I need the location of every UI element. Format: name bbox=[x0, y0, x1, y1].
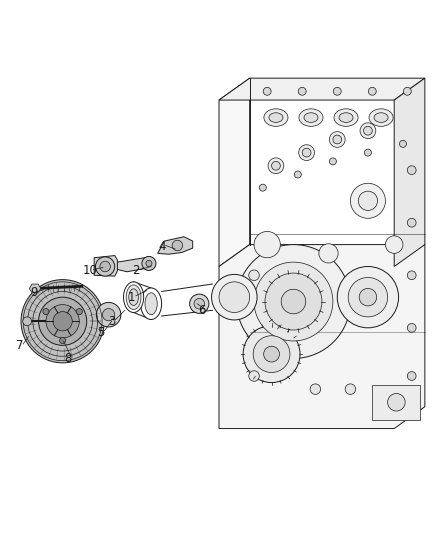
Circle shape bbox=[96, 302, 121, 327]
Text: 8: 8 bbox=[64, 352, 71, 365]
Polygon shape bbox=[114, 258, 152, 272]
Circle shape bbox=[333, 135, 342, 144]
Text: 10: 10 bbox=[82, 264, 97, 277]
Polygon shape bbox=[372, 385, 420, 420]
Circle shape bbox=[310, 384, 321, 394]
Ellipse shape bbox=[269, 113, 283, 123]
Ellipse shape bbox=[339, 113, 353, 123]
Circle shape bbox=[46, 304, 79, 338]
Circle shape bbox=[76, 309, 82, 314]
Ellipse shape bbox=[264, 109, 288, 126]
Text: 6: 6 bbox=[198, 304, 205, 317]
Polygon shape bbox=[394, 78, 425, 266]
Circle shape bbox=[364, 149, 371, 156]
Circle shape bbox=[249, 371, 259, 381]
Circle shape bbox=[407, 166, 416, 174]
Circle shape bbox=[359, 288, 377, 306]
Circle shape bbox=[272, 161, 280, 170]
Ellipse shape bbox=[334, 109, 358, 126]
Circle shape bbox=[399, 140, 406, 147]
Text: 2: 2 bbox=[132, 264, 140, 277]
Circle shape bbox=[263, 87, 271, 95]
Circle shape bbox=[237, 245, 350, 359]
Text: 7: 7 bbox=[16, 339, 24, 352]
Circle shape bbox=[21, 280, 104, 363]
Circle shape bbox=[281, 289, 306, 314]
Polygon shape bbox=[158, 237, 193, 254]
Circle shape bbox=[360, 123, 376, 139]
Ellipse shape bbox=[374, 113, 388, 123]
Text: 9: 9 bbox=[30, 286, 38, 300]
Circle shape bbox=[407, 219, 416, 227]
Circle shape bbox=[253, 336, 290, 373]
Ellipse shape bbox=[369, 109, 393, 126]
Circle shape bbox=[298, 87, 306, 95]
Ellipse shape bbox=[124, 282, 144, 312]
Ellipse shape bbox=[304, 113, 318, 123]
Circle shape bbox=[219, 282, 250, 312]
Text: 4: 4 bbox=[158, 240, 166, 253]
Circle shape bbox=[268, 158, 284, 174]
Circle shape bbox=[100, 261, 110, 272]
Circle shape bbox=[294, 171, 301, 178]
Circle shape bbox=[95, 257, 115, 276]
Circle shape bbox=[259, 184, 266, 191]
Circle shape bbox=[350, 183, 385, 219]
Circle shape bbox=[319, 244, 338, 263]
Ellipse shape bbox=[126, 285, 141, 310]
Text: 5: 5 bbox=[97, 326, 104, 338]
Circle shape bbox=[23, 317, 32, 326]
Circle shape bbox=[190, 294, 209, 313]
Circle shape bbox=[254, 231, 280, 258]
Ellipse shape bbox=[129, 289, 138, 305]
Circle shape bbox=[243, 326, 300, 383]
Circle shape bbox=[142, 256, 156, 270]
Circle shape bbox=[302, 148, 311, 157]
Polygon shape bbox=[94, 255, 117, 276]
Circle shape bbox=[364, 126, 372, 135]
Circle shape bbox=[329, 132, 345, 147]
Circle shape bbox=[102, 309, 115, 321]
Polygon shape bbox=[219, 78, 250, 266]
Circle shape bbox=[348, 278, 388, 317]
Circle shape bbox=[333, 87, 341, 95]
Polygon shape bbox=[219, 78, 425, 100]
Circle shape bbox=[172, 240, 183, 251]
Ellipse shape bbox=[141, 288, 162, 319]
Circle shape bbox=[407, 271, 416, 280]
Circle shape bbox=[337, 266, 399, 328]
Ellipse shape bbox=[299, 109, 323, 126]
Circle shape bbox=[254, 262, 333, 341]
Circle shape bbox=[53, 312, 72, 331]
Circle shape bbox=[212, 274, 257, 320]
Circle shape bbox=[368, 87, 376, 95]
Circle shape bbox=[385, 236, 403, 253]
Polygon shape bbox=[219, 245, 425, 429]
Circle shape bbox=[407, 372, 416, 381]
Circle shape bbox=[194, 298, 205, 309]
Polygon shape bbox=[29, 284, 41, 293]
Circle shape bbox=[39, 297, 87, 345]
Circle shape bbox=[299, 145, 314, 160]
Circle shape bbox=[60, 337, 66, 344]
Circle shape bbox=[407, 324, 416, 332]
Circle shape bbox=[249, 270, 259, 280]
Text: 1: 1 bbox=[127, 290, 135, 304]
Circle shape bbox=[403, 87, 411, 95]
Text: 3: 3 bbox=[108, 315, 115, 328]
Circle shape bbox=[358, 191, 378, 211]
Circle shape bbox=[264, 346, 279, 362]
Circle shape bbox=[43, 309, 49, 314]
Circle shape bbox=[265, 273, 322, 330]
Circle shape bbox=[329, 158, 336, 165]
Circle shape bbox=[345, 384, 356, 394]
Circle shape bbox=[388, 393, 405, 411]
Ellipse shape bbox=[145, 293, 157, 314]
Circle shape bbox=[146, 260, 152, 266]
